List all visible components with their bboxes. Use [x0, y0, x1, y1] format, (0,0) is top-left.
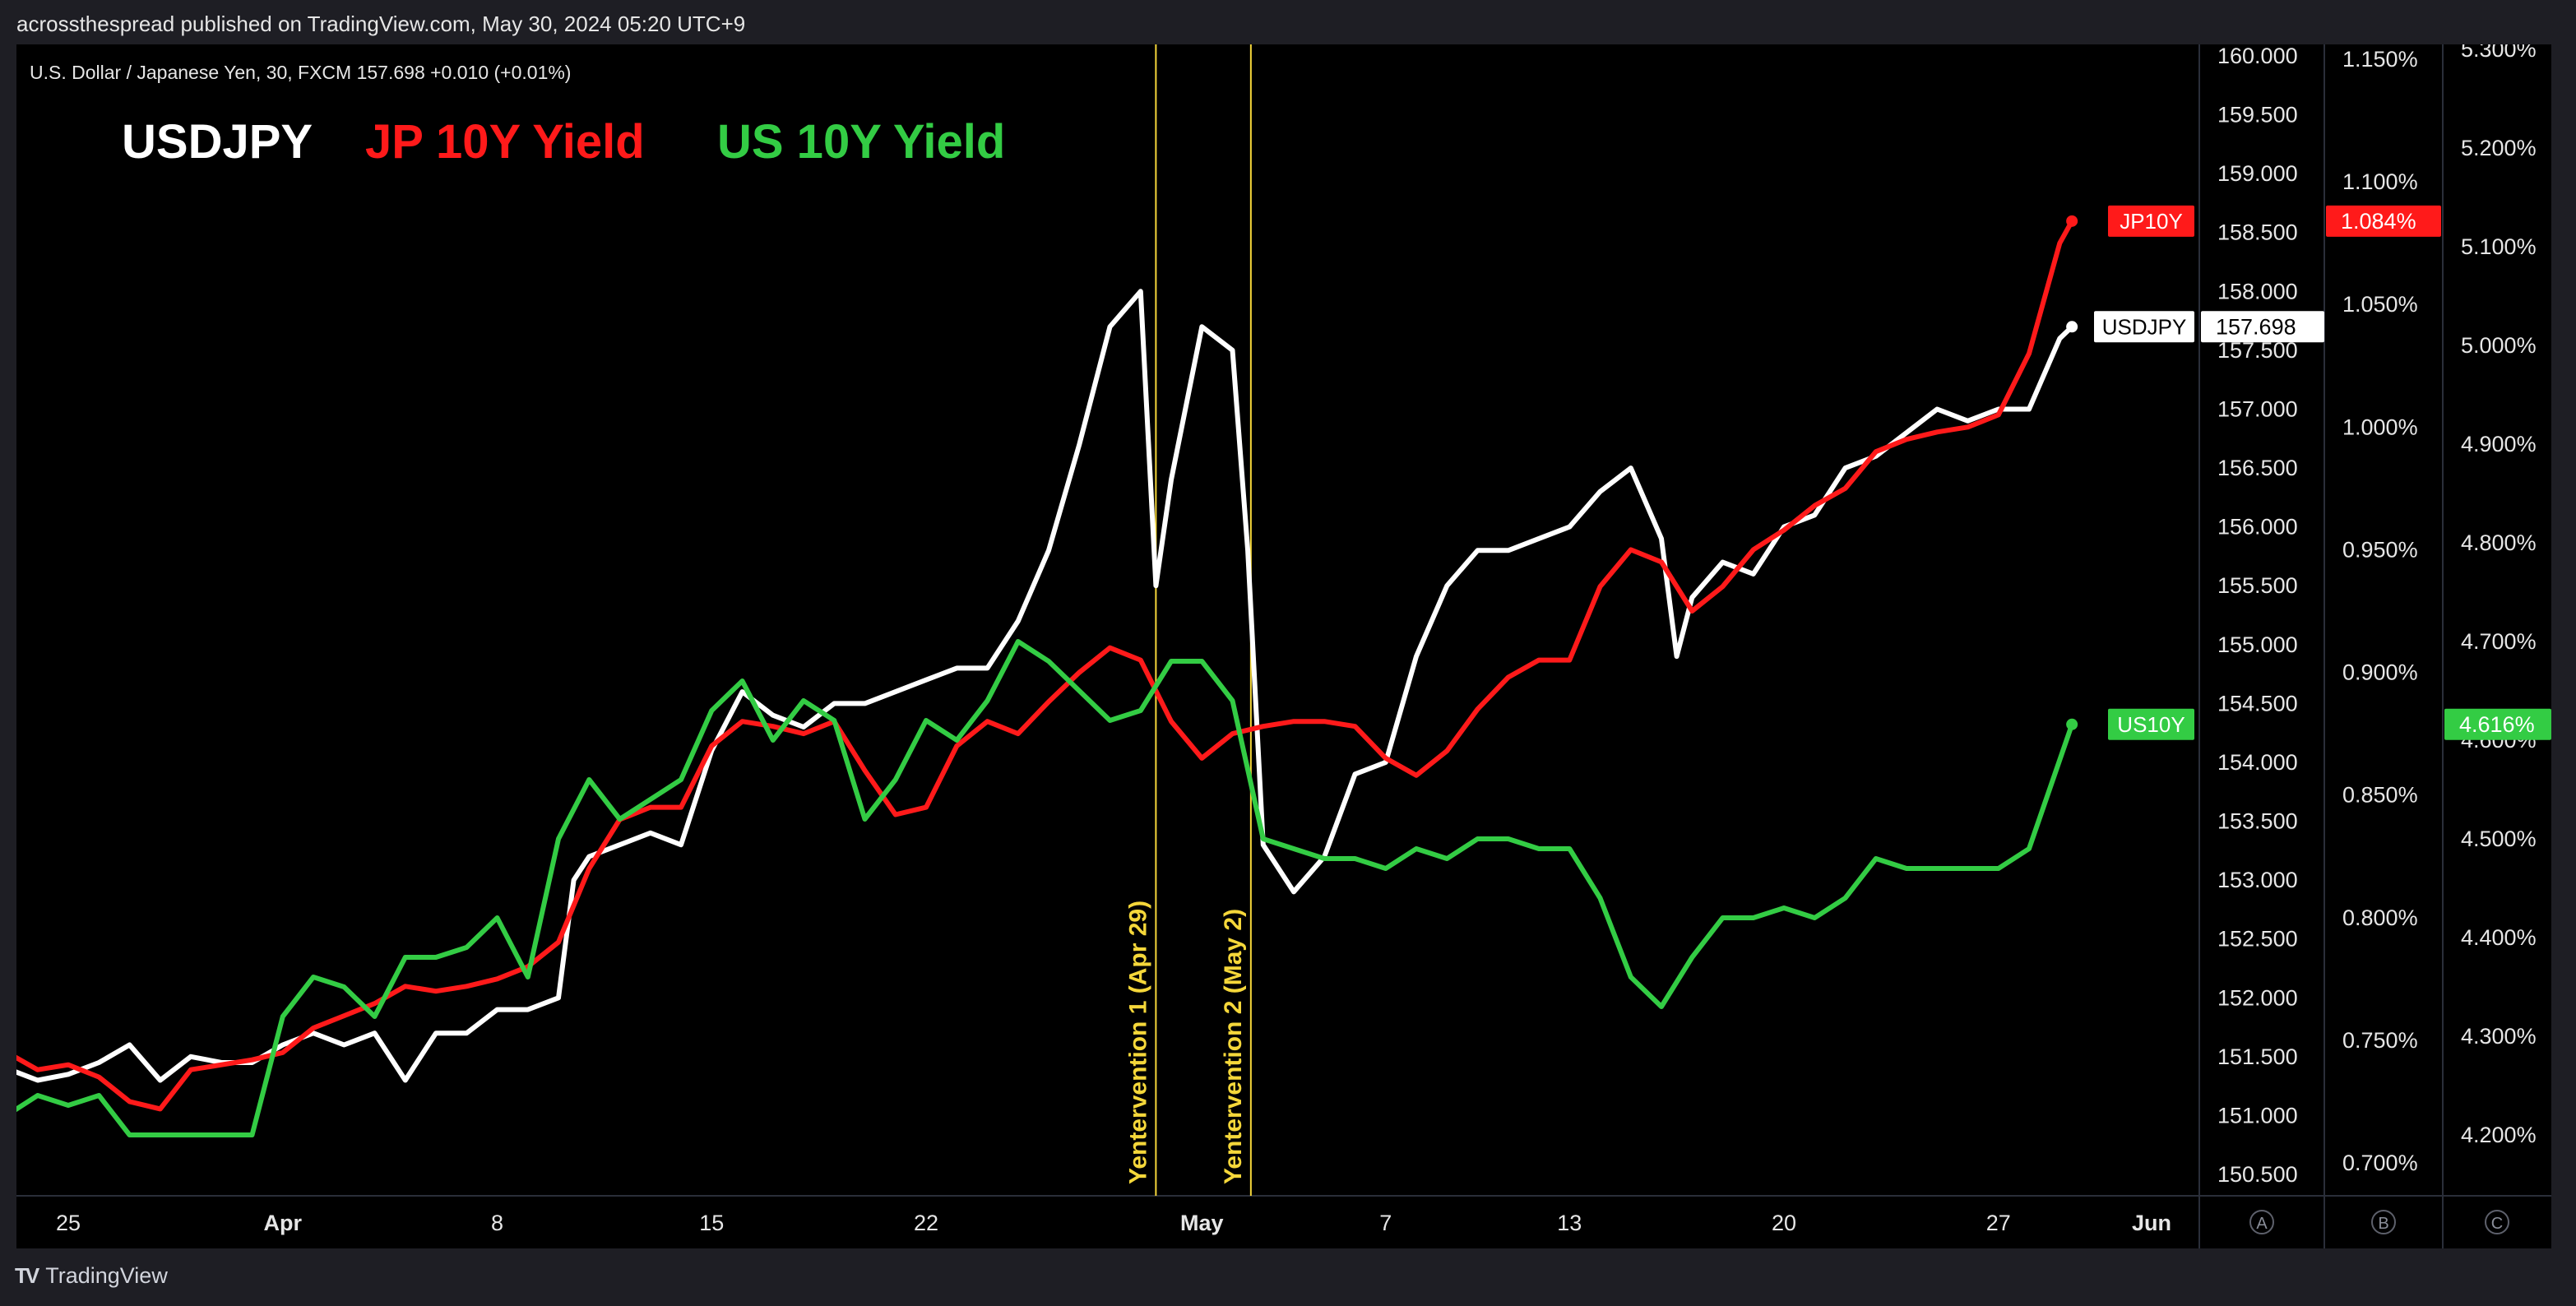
price-tags: JP10Y 1.084% USDJPY 157.698 US10Y 4.616% — [2094, 205, 2551, 740]
axis-b-tick: 0.800% — [2342, 905, 2418, 930]
x-tick-label: 22 — [914, 1211, 938, 1235]
axis-a-tick: 158.500 — [2217, 220, 2298, 245]
tradingview-brand: TradingView — [45, 1263, 168, 1288]
tradingview-logo-icon: TV — [15, 1263, 39, 1288]
axis-a-tick: 153.500 — [2217, 809, 2298, 834]
axis-c-badge[interactable] — [2485, 1210, 2509, 1234]
axis-a-tick: 160.000 — [2217, 44, 2298, 68]
axis-b-tick: 0.700% — [2342, 1151, 2418, 1175]
axis-a-tick: 151.500 — [2217, 1044, 2298, 1069]
x-tick-label: May — [1180, 1211, 1224, 1235]
axis-c-tick: 5.300% — [2461, 44, 2537, 62]
axis-a-tick: 152.500 — [2217, 927, 2298, 952]
axis-b-tick: 0.750% — [2342, 1028, 2418, 1053]
axis-a-tick: 155.000 — [2217, 632, 2298, 657]
price-tag-value-2: 4.616% — [2459, 712, 2535, 737]
axis-c-tick: 4.300% — [2461, 1024, 2537, 1049]
tradingview-logo[interactable]: TV TradingView — [15, 1263, 168, 1289]
axis-c-tick: 4.700% — [2461, 629, 2537, 654]
legend-item-1: JP 10Y Yield — [365, 115, 645, 169]
axis-a-tick: 156.000 — [2217, 515, 2298, 540]
axis-b-badge[interactable] — [2371, 1210, 2396, 1234]
axis-b-tick: 1.150% — [2342, 47, 2418, 72]
series-line-1 — [0, 218, 2075, 1112]
axis-c-tick: 4.200% — [2461, 1123, 2537, 1147]
header-bar: acrossthespread published on TradingView… — [0, 0, 2576, 44]
series-endpoint-0 — [2066, 321, 2078, 333]
axis-c-tick: 4.500% — [2461, 827, 2537, 851]
axis-b-tick: 1.050% — [2342, 292, 2418, 317]
axis-a-tick: 159.000 — [2217, 161, 2298, 186]
symbol-line: U.S. Dollar / Japanese Yen, 30, FXCM 157… — [30, 62, 571, 83]
price-tag-name-1: USDJPY — [2102, 314, 2187, 339]
x-tick-label: 15 — [699, 1211, 724, 1235]
axis-c-badge-label: C — [2491, 1215, 2503, 1233]
axis-a-tick: 156.500 — [2217, 456, 2298, 480]
axis-a-tick: 158.000 — [2217, 279, 2298, 303]
price-tag-name-bg-1 — [2094, 311, 2194, 343]
price-tag-name-2: US10Y — [2117, 712, 2185, 737]
x-tick-label: 27 — [1986, 1211, 2011, 1235]
x-tick-label: 13 — [1557, 1211, 1582, 1235]
axis-b-tick: 1.100% — [2342, 169, 2418, 194]
axis-b-tick: 1.000% — [2342, 414, 2418, 439]
axis-b-tick: 0.900% — [2342, 660, 2418, 685]
series-endpoint-1 — [2066, 215, 2078, 227]
axis-c-tick: 5.000% — [2461, 333, 2537, 358]
price-tag-value-bg-2 — [2444, 708, 2551, 740]
legend: USDJPY JP 10Y Yield US 10Y Yield — [122, 115, 1005, 169]
axis-c-tick: 4.400% — [2461, 925, 2537, 950]
axis-b-tick: 0.850% — [2342, 783, 2418, 808]
axis-a-tick: 155.500 — [2217, 573, 2298, 598]
publication-info: acrossthespread published on TradingView… — [16, 12, 746, 36]
axis-a-tick: 154.500 — [2217, 691, 2298, 716]
price-tag-name-bg-0 — [2108, 205, 2194, 237]
axis-c-tick: 4.900% — [2461, 432, 2537, 456]
series-line-2 — [0, 639, 2075, 1137]
footer-bar — [0, 1248, 2576, 1306]
axis-a-tick: 159.500 — [2217, 103, 2298, 127]
axis-b-tick: 0.950% — [2342, 537, 2418, 562]
legend-item-0: USDJPY — [122, 115, 313, 169]
price-tag-value-0: 1.084% — [2341, 209, 2416, 234]
axis-c-tick: 5.100% — [2461, 234, 2537, 259]
event-markers: Yentervention 1 (Apr 29) Yentervention 2 … — [1124, 44, 1252, 1196]
x-tick-label: 25 — [56, 1211, 81, 1235]
x-tick-label: 8 — [491, 1211, 503, 1235]
series-line-0 — [0, 289, 2075, 1083]
event-label-0: Yentervention 1 (Apr 29) — [1124, 901, 1151, 1184]
price-tag-name-bg-2 — [2108, 708, 2194, 740]
x-tick-label: Apr — [264, 1211, 303, 1235]
price-tag-value-bg-1 — [2201, 311, 2324, 343]
price-tag-name-0: JP10Y — [2120, 209, 2183, 234]
x-tick-label: 7 — [1379, 1211, 1392, 1235]
chart-panel[interactable]: U.S. Dollar / Japanese Yen, 30, FXCM 157… — [0, 37, 2551, 1248]
axis-a-badge[interactable] — [2249, 1210, 2274, 1234]
event-label-1: Yentervention 2 (May 2) — [1220, 909, 1247, 1184]
series-lines — [0, 215, 2078, 1137]
x-tick-label: 20 — [1772, 1211, 1796, 1235]
axis-a-badge-label: A — [2256, 1215, 2268, 1233]
axis-a-tick: 152.000 — [2217, 985, 2298, 1010]
price-tag-value-1: 157.698 — [2216, 314, 2296, 339]
x-tick-label: Jun — [2132, 1211, 2171, 1235]
axis-a-tick: 150.500 — [2217, 1162, 2298, 1187]
chart-svg[interactable]: U.S. Dollar / Japanese Yen, 30, FXCM 157… — [0, 37, 2551, 1248]
axis-a-tick: 154.000 — [2217, 750, 2298, 775]
axis-c-tick: 5.200% — [2461, 136, 2537, 160]
price-tag-value-bg-0 — [2326, 205, 2441, 237]
legend-item-2: US 10Y Yield — [717, 115, 1005, 169]
axis-a-tick: 151.000 — [2217, 1103, 2298, 1128]
axis-a-tick: 153.000 — [2217, 868, 2298, 892]
axis-a-tick: 157.000 — [2217, 396, 2298, 421]
axis-c-tick: 4.800% — [2461, 530, 2537, 555]
axis-b-badge-label: B — [2378, 1215, 2388, 1233]
series-endpoint-2 — [2066, 718, 2078, 730]
